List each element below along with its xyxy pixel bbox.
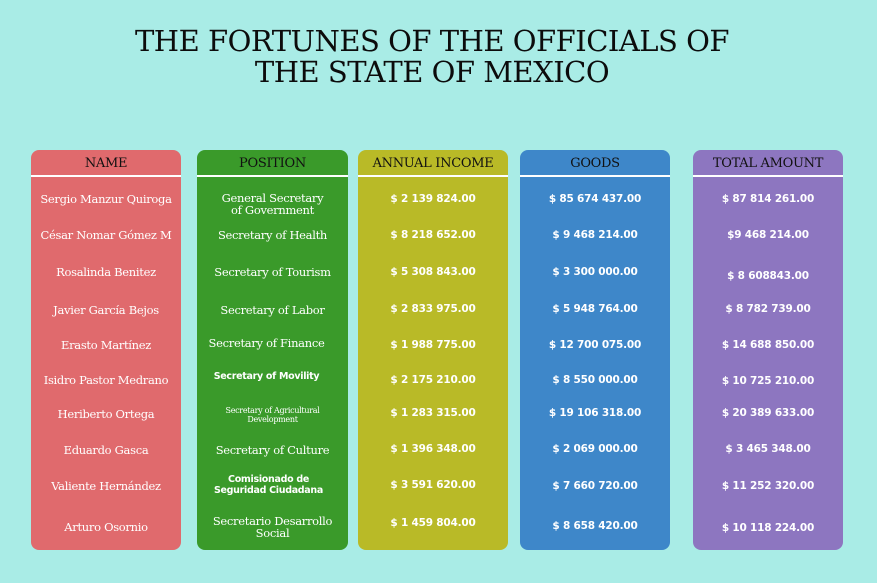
income-cell: $ 2 175 210.00 <box>390 374 476 386</box>
name-cell: Arturo Osornio <box>64 520 148 534</box>
total-cell: $ 3 465 348.00 <box>725 443 811 455</box>
position-cell: Secretary of Culture <box>215 443 330 457</box>
position-cell: General Secretary of Government <box>221 191 324 217</box>
position-cell: Secretary of Health <box>217 228 328 242</box>
position-cell: Secretario Desarrollo Social <box>212 514 333 540</box>
title-line-1: THE FORTUNES OF THE OFFICIALS OF <box>134 24 730 58</box>
position-cell: Secretary of Tourism <box>214 265 331 279</box>
name-cell: Heriberto Ortega <box>57 407 155 421</box>
name-column: NAME Sergio Manzur Quiroga César Nomar G… <box>31 150 181 550</box>
goods-cell: $ 5 948 764.00 <box>552 303 638 315</box>
total-cell: $ 10 118 224.00 <box>721 522 815 534</box>
position-cell: Secretary of Labor <box>220 303 325 317</box>
name-cell: Javier García Bejos <box>53 303 159 317</box>
total-cell: $ 10 725 210.00 <box>721 375 815 387</box>
total-cell: $ 11 252 320.00 <box>721 480 815 492</box>
income-cell: $ 2 833 975.00 <box>390 303 476 315</box>
total-cell: $ 14 688 850.00 <box>721 339 815 351</box>
position-cell: Secretary of Movility <box>213 371 320 382</box>
position-cell: Secretary of Agricultural Development <box>225 406 320 424</box>
title-line-2: THE STATE OF MEXICO <box>254 55 610 89</box>
goods-cell: $ 12 700 075.00 <box>548 339 642 351</box>
income-header: ANNUAL INCOME <box>358 150 508 177</box>
total-cell: $ 20 389 633.00 <box>721 407 815 419</box>
income-cell: $ 1 396 348.00 <box>390 443 476 455</box>
name-cell: Rosalinda Benitez <box>56 265 156 279</box>
total-cell: $ 87 814 261.00 <box>721 193 815 205</box>
page-title: THE FORTUNES OF THE OFFICIALS OF THE STA… <box>0 26 864 88</box>
income-cell: $ 3 591 620.00 <box>390 479 476 491</box>
total-cell: $ 8 782 739.00 <box>725 303 811 315</box>
name-cell: Erasto Martínez <box>60 338 152 352</box>
name-cell: César Nomar Gómez M <box>40 228 172 242</box>
income-cell: $ 1 459 804.00 <box>390 517 476 529</box>
goods-column: GOODS $ 85 674 437.00 $ 9 468 214.00 $ 3… <box>520 150 670 550</box>
position-column: POSITION General Secretary of Government… <box>197 150 348 550</box>
goods-cell: $ 2 069 000.00 <box>552 443 638 455</box>
income-cell: $ 1 988 775.00 <box>390 339 476 351</box>
position-cell: Secretary of Finance <box>208 336 325 350</box>
total-cell: $9 468 214.00 <box>727 229 809 241</box>
income-cell: $ 2 139 824.00 <box>390 193 476 205</box>
goods-cell: $ 8 658 420.00 <box>552 520 638 532</box>
total-column: TOTAL AMOUNT $ 87 814 261.00 $9 468 214.… <box>693 150 843 550</box>
total-cell: $ 8 608843.00 <box>727 270 809 282</box>
name-cell: Isidro Pastor Medrano <box>43 373 169 387</box>
position-cell: Comisionado de Seguridad Ciudadana <box>214 474 323 496</box>
total-header: TOTAL AMOUNT <box>693 150 843 177</box>
income-column: ANNUAL INCOME $ 2 139 824.00 $ 8 218 652… <box>358 150 508 550</box>
name-cell: Eduardo Gasca <box>63 443 149 457</box>
name-cell: Sergio Manzur Quiroga <box>40 192 172 206</box>
income-cell: $ 8 218 652.00 <box>390 229 476 241</box>
goods-cell: $ 8 550 000.00 <box>552 374 638 386</box>
goods-header: GOODS <box>520 150 670 177</box>
name-cell: Valiente Hernández <box>51 479 161 493</box>
name-header: NAME <box>31 150 181 177</box>
goods-cell: $ 7 660 720.00 <box>552 480 638 492</box>
income-cell: $ 1 283 315.00 <box>390 407 476 419</box>
goods-cell: $ 3 300 000.00 <box>552 266 638 278</box>
position-header: POSITION <box>197 150 348 177</box>
income-cell: $ 5 308 843.00 <box>390 266 476 278</box>
goods-cell: $ 19 106 318.00 <box>548 407 642 419</box>
goods-cell: $ 9 468 214.00 <box>552 229 638 241</box>
goods-cell: $ 85 674 437.00 <box>548 193 642 205</box>
